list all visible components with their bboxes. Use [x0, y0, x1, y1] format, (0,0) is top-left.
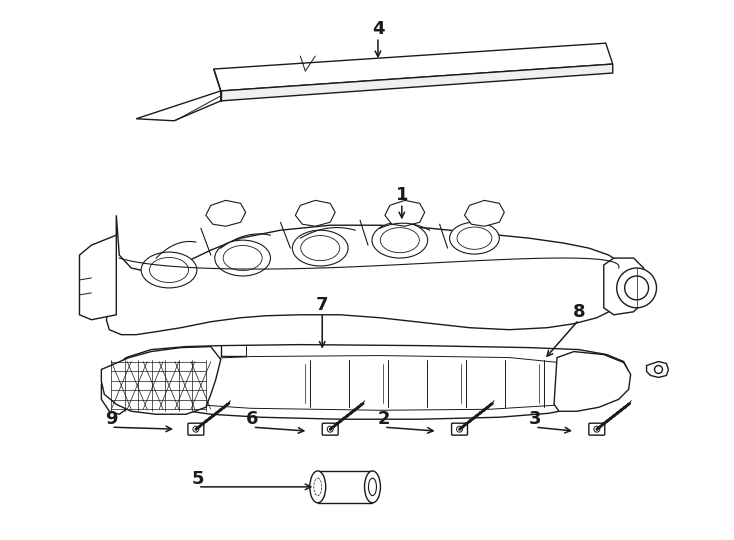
Circle shape	[625, 276, 649, 300]
Circle shape	[193, 426, 199, 432]
Ellipse shape	[365, 471, 380, 503]
Circle shape	[594, 426, 600, 432]
Ellipse shape	[292, 230, 348, 266]
Polygon shape	[221, 64, 613, 101]
Text: 6: 6	[247, 410, 259, 428]
Ellipse shape	[141, 252, 197, 288]
Polygon shape	[554, 352, 631, 411]
Polygon shape	[101, 345, 628, 419]
Polygon shape	[146, 355, 599, 410]
Text: 1: 1	[396, 186, 408, 204]
Text: 8: 8	[573, 303, 585, 321]
FancyBboxPatch shape	[451, 423, 468, 435]
Polygon shape	[295, 200, 335, 226]
Text: 5: 5	[192, 470, 204, 488]
FancyBboxPatch shape	[589, 423, 605, 435]
FancyBboxPatch shape	[188, 423, 204, 435]
Ellipse shape	[372, 222, 428, 258]
Ellipse shape	[380, 228, 419, 253]
Ellipse shape	[310, 471, 326, 503]
Polygon shape	[385, 200, 425, 226]
Text: 3: 3	[529, 410, 542, 428]
Polygon shape	[318, 471, 372, 503]
Polygon shape	[106, 215, 631, 335]
Ellipse shape	[457, 227, 492, 249]
Polygon shape	[137, 91, 221, 121]
Circle shape	[457, 426, 462, 432]
Ellipse shape	[150, 258, 189, 282]
Ellipse shape	[301, 235, 340, 261]
Polygon shape	[647, 361, 669, 377]
Text: 7: 7	[316, 296, 329, 314]
FancyBboxPatch shape	[322, 423, 338, 435]
Ellipse shape	[215, 240, 271, 276]
Polygon shape	[79, 235, 116, 320]
Circle shape	[327, 426, 333, 432]
Ellipse shape	[313, 478, 321, 496]
Polygon shape	[604, 258, 647, 315]
Text: 4: 4	[371, 20, 384, 38]
Ellipse shape	[449, 222, 499, 254]
Text: 2: 2	[378, 410, 390, 428]
Circle shape	[617, 268, 656, 308]
Polygon shape	[101, 347, 221, 414]
Circle shape	[655, 366, 663, 374]
Polygon shape	[465, 200, 504, 226]
Ellipse shape	[368, 478, 377, 496]
Ellipse shape	[223, 246, 262, 271]
Text: 9: 9	[105, 410, 117, 428]
Polygon shape	[206, 200, 246, 226]
Polygon shape	[214, 43, 613, 91]
